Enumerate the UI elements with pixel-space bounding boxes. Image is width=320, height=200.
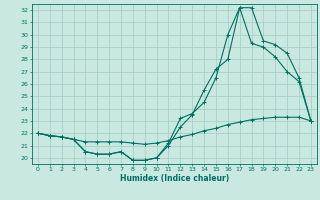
X-axis label: Humidex (Indice chaleur): Humidex (Indice chaleur)	[120, 174, 229, 183]
